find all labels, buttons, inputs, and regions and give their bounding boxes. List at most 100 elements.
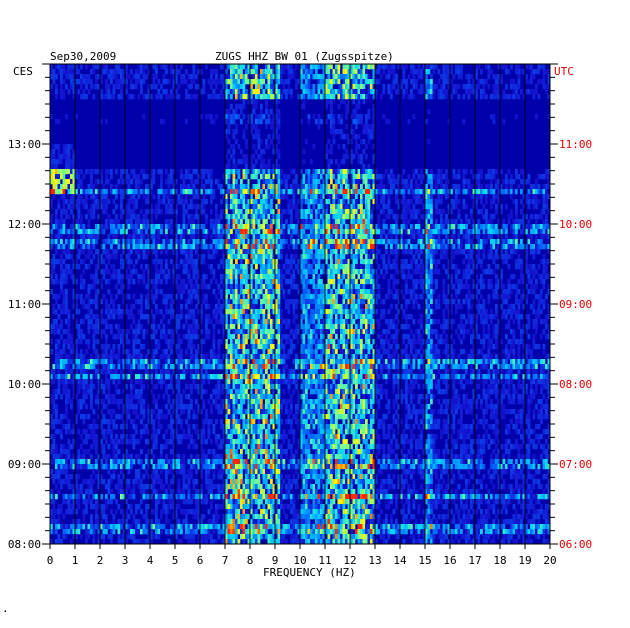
heatmap-cell — [65, 249, 68, 255]
heatmap-cell — [245, 169, 248, 175]
heatmap-cell — [432, 289, 436, 295]
heatmap-cell — [230, 219, 233, 225]
heatmap-cell — [542, 69, 546, 75]
heatmap-cell — [92, 244, 96, 250]
heatmap-cell — [532, 204, 536, 210]
heatmap-cell — [545, 234, 548, 240]
heatmap-cell — [340, 84, 343, 90]
heatmap-cell — [57, 224, 61, 230]
heatmap-cell — [417, 199, 421, 205]
heatmap-cell — [277, 99, 281, 105]
heatmap-cell — [260, 69, 263, 75]
heatmap-cell — [520, 274, 523, 280]
heatmap-cell — [272, 229, 276, 235]
heatmap-cell — [490, 239, 493, 245]
heatmap-cell — [447, 219, 451, 225]
heatmap-cell — [407, 229, 411, 235]
heatmap-cell — [515, 219, 518, 225]
heatmap-cell — [430, 234, 433, 240]
heatmap-cell — [392, 79, 396, 85]
heatmap-cell — [412, 279, 416, 285]
heatmap-cell — [375, 194, 378, 200]
heatmap-cell — [272, 219, 276, 225]
heatmap-cell — [212, 229, 216, 235]
heatmap-cell — [197, 289, 201, 295]
heatmap-cell — [325, 89, 328, 95]
heatmap-cell — [465, 244, 468, 250]
heatmap-cell — [265, 99, 268, 105]
heatmap-cell — [190, 294, 193, 300]
heatmap-cell — [500, 184, 503, 190]
heatmap-cell — [285, 259, 288, 265]
heatmap-cell — [275, 84, 278, 90]
heatmap-cell — [335, 259, 338, 265]
heatmap-cell — [135, 259, 138, 265]
heatmap-cell — [365, 79, 368, 85]
heatmap-cell — [527, 224, 531, 230]
heatmap-cell — [75, 199, 78, 205]
heatmap-cell — [442, 64, 446, 70]
heatmap-cell — [260, 249, 263, 255]
heatmap-cell — [265, 204, 268, 210]
heatmap-cell — [507, 69, 511, 75]
heatmap-cell — [525, 254, 528, 260]
heatmap-cell — [192, 239, 196, 245]
heatmap-cell — [505, 174, 508, 180]
heatmap-cell — [465, 74, 468, 80]
heatmap-cell — [542, 64, 546, 70]
heatmap-cell — [490, 254, 493, 260]
heatmap-cell — [492, 74, 496, 80]
heatmap-cell — [307, 189, 311, 195]
heatmap-cell — [117, 224, 121, 230]
heatmap-cell — [317, 64, 321, 70]
heatmap-cell — [310, 189, 313, 195]
heatmap-cell — [357, 209, 361, 215]
heatmap-cell — [155, 289, 158, 295]
heatmap-cell — [300, 104, 303, 110]
heatmap-cell — [227, 284, 231, 290]
heatmap-cell — [130, 84, 133, 90]
heatmap-cell — [345, 79, 348, 85]
heatmap-cell — [395, 194, 398, 200]
heatmap-cell — [265, 109, 268, 115]
heatmap-cell — [240, 179, 243, 185]
heatmap-cell — [260, 169, 263, 175]
heatmap-cell — [292, 284, 296, 290]
heatmap-cell — [237, 69, 241, 75]
heatmap-cell — [97, 74, 101, 80]
heatmap-cell — [70, 194, 73, 200]
heatmap-cell — [347, 79, 351, 85]
heatmap-cell — [252, 69, 256, 75]
heatmap-cell — [302, 149, 306, 155]
heatmap-cell — [407, 289, 411, 295]
heatmap-cell — [362, 84, 366, 90]
heatmap-cell — [325, 154, 328, 160]
heatmap-cell — [120, 79, 123, 85]
heatmap-cell — [320, 244, 323, 250]
heatmap-cell — [497, 84, 501, 90]
heatmap-cell — [227, 269, 231, 275]
heatmap-cell — [430, 174, 433, 180]
heatmap-cell — [90, 244, 93, 250]
heatmap-cell — [525, 214, 528, 220]
heatmap-cell — [282, 209, 286, 215]
heatmap-cell — [240, 229, 243, 235]
heatmap-cell — [317, 244, 321, 250]
heatmap-cell — [147, 289, 151, 295]
heatmap-cell — [345, 174, 348, 180]
heatmap-cell — [362, 269, 366, 275]
heatmap-cell — [225, 84, 228, 90]
heatmap-cell — [497, 74, 501, 80]
heatmap-cell — [340, 89, 343, 95]
heatmap-cell — [255, 64, 258, 70]
heatmap-cell — [312, 169, 316, 175]
heatmap-cell — [207, 114, 211, 120]
heatmap-cell — [275, 204, 278, 210]
heatmap-cell — [447, 274, 451, 280]
heatmap-cell — [472, 284, 476, 290]
heatmap-cell — [95, 294, 98, 300]
heatmap-cell — [237, 249, 241, 255]
heatmap-cell — [317, 289, 321, 295]
heatmap-cell — [317, 279, 321, 285]
heatmap-cell — [325, 99, 328, 105]
